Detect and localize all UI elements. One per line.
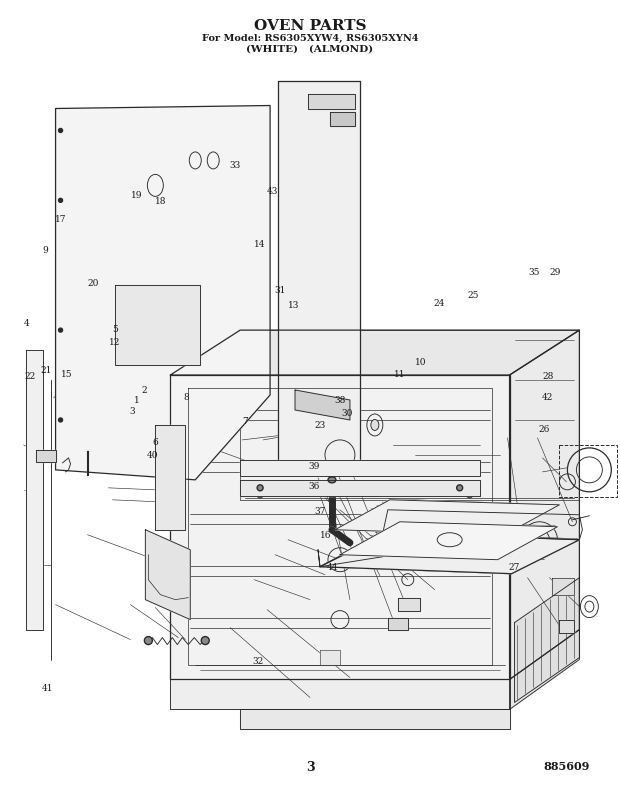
Circle shape: [257, 492, 263, 498]
Text: 5: 5: [112, 325, 118, 334]
Polygon shape: [115, 285, 200, 365]
Polygon shape: [56, 106, 270, 480]
Circle shape: [202, 637, 209, 645]
Text: OVEN PARTS: OVEN PARTS: [254, 19, 366, 32]
Text: 36: 36: [308, 482, 319, 492]
Text: 32: 32: [252, 657, 264, 666]
Text: 4: 4: [24, 318, 30, 328]
Text: 38: 38: [335, 396, 346, 405]
Polygon shape: [170, 679, 510, 709]
Text: 14: 14: [254, 240, 266, 249]
Text: (WHITE)   (ALMOND): (WHITE) (ALMOND): [246, 45, 374, 54]
Text: 43: 43: [267, 187, 278, 195]
Polygon shape: [170, 375, 510, 679]
Polygon shape: [278, 80, 360, 475]
Text: 10: 10: [415, 358, 427, 367]
Text: 22: 22: [24, 372, 35, 381]
Text: 885609: 885609: [543, 761, 590, 772]
Text: 24: 24: [434, 299, 445, 308]
Polygon shape: [510, 330, 580, 679]
Text: 11: 11: [394, 370, 405, 379]
Polygon shape: [559, 619, 574, 633]
Ellipse shape: [328, 477, 336, 483]
Circle shape: [58, 128, 63, 132]
Polygon shape: [335, 500, 559, 535]
Polygon shape: [330, 113, 355, 126]
Text: 21: 21: [41, 366, 52, 375]
Text: 18: 18: [156, 197, 167, 206]
Text: 8: 8: [183, 393, 189, 403]
Text: 42: 42: [542, 393, 554, 403]
Ellipse shape: [371, 419, 379, 430]
Polygon shape: [145, 530, 190, 619]
Text: 13: 13: [288, 301, 299, 310]
Polygon shape: [320, 533, 580, 574]
Text: 40: 40: [147, 451, 159, 460]
Text: 23: 23: [314, 421, 326, 430]
Circle shape: [58, 418, 63, 422]
Polygon shape: [308, 94, 355, 109]
Text: 19: 19: [131, 191, 142, 200]
Polygon shape: [25, 350, 43, 630]
Polygon shape: [320, 649, 340, 664]
Text: 27: 27: [508, 563, 520, 571]
Text: 30: 30: [341, 409, 352, 418]
Text: 2: 2: [142, 385, 148, 395]
Polygon shape: [295, 390, 350, 420]
Circle shape: [457, 485, 463, 491]
Text: 33: 33: [229, 162, 241, 170]
Circle shape: [144, 637, 153, 645]
Text: 25: 25: [467, 292, 479, 300]
Text: 3: 3: [130, 407, 135, 416]
Polygon shape: [340, 522, 557, 559]
Text: 29: 29: [549, 268, 560, 277]
Bar: [559, 445, 618, 496]
Text: 37: 37: [314, 507, 326, 516]
Polygon shape: [510, 630, 580, 709]
Text: 39: 39: [308, 462, 319, 471]
Text: 44: 44: [326, 563, 338, 571]
Polygon shape: [156, 425, 185, 530]
Text: For Model: RS6305XYW4, RS6305XYN4: For Model: RS6305XYW4, RS6305XYN4: [202, 34, 418, 43]
Text: 16: 16: [320, 531, 332, 540]
Text: 15: 15: [61, 370, 73, 379]
Text: 1: 1: [134, 396, 140, 405]
Text: eReplacementParts.com: eReplacementParts.com: [234, 403, 386, 417]
Text: 3: 3: [306, 761, 314, 775]
Text: 12: 12: [109, 338, 120, 348]
Text: 26: 26: [539, 425, 551, 434]
Polygon shape: [398, 597, 420, 611]
Circle shape: [257, 485, 263, 491]
Polygon shape: [240, 709, 510, 730]
Polygon shape: [552, 578, 574, 595]
Text: 6: 6: [153, 438, 159, 448]
Circle shape: [58, 328, 63, 332]
Text: 20: 20: [87, 280, 99, 288]
Polygon shape: [240, 460, 480, 476]
Text: 28: 28: [542, 372, 554, 381]
Text: 41: 41: [42, 685, 53, 693]
Polygon shape: [240, 480, 480, 496]
Text: 31: 31: [275, 286, 286, 295]
Polygon shape: [35, 450, 56, 462]
Text: 7: 7: [242, 417, 248, 426]
Text: 35: 35: [528, 268, 540, 277]
Polygon shape: [388, 618, 408, 630]
Circle shape: [58, 199, 63, 203]
Polygon shape: [240, 330, 580, 500]
Polygon shape: [515, 578, 580, 702]
Text: 17: 17: [55, 215, 66, 224]
Circle shape: [467, 492, 472, 498]
Text: 9: 9: [43, 247, 48, 255]
Polygon shape: [170, 330, 580, 375]
